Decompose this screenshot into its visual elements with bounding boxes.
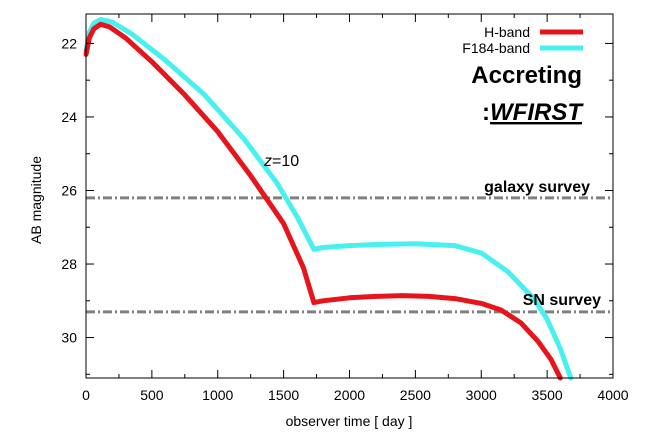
- y-tick-label: 22: [61, 35, 77, 51]
- legend: H-band F184-band: [462, 24, 583, 56]
- x-tick-label: 4000: [597, 387, 628, 403]
- x-tick-label: 2000: [334, 387, 365, 403]
- wfirst-colon: :: [482, 99, 490, 126]
- series-lines: [83, 17, 574, 381]
- x-tick-label: 1500: [268, 387, 299, 403]
- y-tick-label: 30: [61, 330, 77, 346]
- sn-survey-label: SN survey: [523, 292, 601, 309]
- x-tick-label: 1000: [202, 387, 233, 403]
- x-tick-label: 2500: [400, 387, 431, 403]
- galaxy-survey-label: galaxy survey: [484, 179, 590, 196]
- x-tick-label: 3500: [532, 387, 563, 403]
- z-variable: z: [263, 153, 272, 170]
- accreting-label: Accreting: [471, 62, 582, 89]
- wfirst-name: WFIRST: [490, 99, 584, 126]
- tick-labels: 0 500 1000 1500 2000 2500 3000 3500 4000 22 24 26 28…: [61, 35, 628, 403]
- series-line-f184-band: [83, 17, 574, 381]
- legend-label-h-band: H-band: [484, 24, 530, 40]
- y-tick-label: 26: [61, 182, 77, 198]
- series-line-h-band: [83, 21, 563, 381]
- x-tick-label: 3000: [466, 387, 497, 403]
- survey-lines: [86, 196, 613, 314]
- y-tick-label: 28: [61, 256, 77, 272]
- y-axis-title: AB magnitude: [28, 156, 44, 244]
- z-label: z=10: [263, 153, 299, 170]
- x-axis-title: observer time [ day ]: [286, 413, 413, 429]
- axis-ticks: [85, 14, 614, 378]
- wfirst-label: :WFIRST: [482, 99, 584, 126]
- x-tick-label: 0: [82, 387, 90, 403]
- legend-label-f184-band: F184-band: [462, 40, 530, 56]
- x-tick-label: 500: [140, 387, 164, 403]
- y-tick-label: 24: [61, 109, 77, 125]
- z-value: =10: [272, 153, 299, 170]
